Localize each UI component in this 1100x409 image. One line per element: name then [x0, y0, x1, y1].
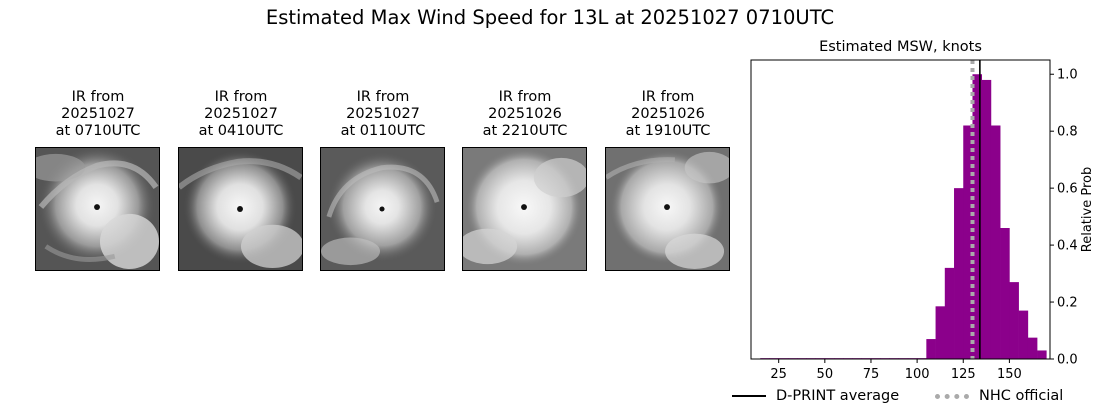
hurricane-ir-image-icon	[462, 147, 587, 271]
ir-satellite-graphic	[606, 148, 729, 270]
hurricane-ir-image-icon	[35, 147, 160, 271]
reference-lines	[970, 60, 981, 359]
ir-caption-line1: IR from	[498, 89, 552, 105]
ir-panel: IR from 20251026 at 2210UTC	[462, 89, 587, 271]
histogram-bar	[963, 125, 973, 359]
x-tick-label: 100	[905, 367, 930, 380]
ir-panel: IR from 20251027 at 0710UTC	[35, 89, 160, 271]
x-tick-label: 125	[951, 367, 976, 380]
legend-label: NHC official	[979, 388, 1064, 404]
legend-label: D-PRINT average	[776, 388, 900, 404]
ir-caption-time: at 0410UTC	[198, 123, 284, 139]
ir-caption-time: at 1910UTC	[625, 123, 711, 139]
ir-panel: IR from 20251026 at 1910UTC	[605, 89, 730, 271]
ir-caption: IR from 20251027 at 0710UTC	[13, 89, 183, 141]
histogram-bar	[981, 79, 992, 359]
ir-satellite-graphic	[463, 148, 586, 270]
ir-caption-time: at 2210UTC	[482, 123, 568, 139]
x-tick-label: 50	[817, 367, 834, 380]
y-axis-ticks: 0.0 0.2 0.4 0.6 0.8 1.0	[1050, 68, 1078, 368]
y-tick-label: 0.2	[1057, 296, 1078, 311]
x-tick-label: 150	[997, 367, 1022, 380]
ir-caption-line1: IR from	[71, 89, 125, 105]
x-axis-ticks: 25 50 75 100 125 150	[770, 359, 1022, 380]
ir-caption-time: at 0710UTC	[55, 123, 141, 139]
histogram-bar	[926, 339, 936, 359]
figure-title: Estimated Max Wind Speed for 13L at 2025…	[265, 6, 835, 29]
plot-frame	[750, 59, 1051, 360]
histogram-bar	[1018, 310, 1029, 359]
ir-caption-time: at 0110UTC	[340, 123, 426, 139]
x-tick-label: 25	[770, 367, 787, 380]
ir-caption-line1: IR from	[641, 89, 695, 105]
histogram-bars	[760, 74, 1047, 359]
y-tick-label: 0.0	[1057, 353, 1078, 368]
y-tick-label: 0.6	[1057, 182, 1078, 197]
chart-legend: D-PRINT average NHC official	[728, 386, 1088, 406]
ir-caption: IR from 20251026 at 1910UTC	[583, 89, 753, 141]
histogram-bar	[935, 306, 946, 359]
msw-histogram-chart: Estimated MSW, knots 25 50 75 100 125 150 0.0…	[750, 39, 1095, 380]
histogram-bar	[1009, 282, 1019, 359]
ir-caption-line1: IR from	[214, 89, 268, 105]
ir-caption-date: 20251027	[204, 106, 278, 122]
ir-satellite-graphic	[36, 148, 159, 270]
ir-caption: IR from 20251026 at 2210UTC	[440, 89, 610, 141]
ir-caption: IR from 20251027 at 0410UTC	[156, 89, 326, 141]
histogram-bar	[972, 74, 983, 359]
legend-item-nhc: NHC official	[935, 386, 1063, 406]
chart-title: Estimated MSW, knots	[819, 39, 982, 55]
ir-caption-date: 20251026	[631, 106, 705, 122]
dotted-line-icon	[935, 393, 969, 399]
ir-caption-date: 20251027	[346, 106, 420, 122]
y-tick-label: 1.0	[1057, 68, 1078, 83]
hurricane-ir-image-icon	[320, 147, 445, 271]
histogram-bar	[1037, 350, 1047, 359]
ir-caption-line1: IR from	[356, 89, 410, 105]
histogram-bar	[954, 188, 964, 359]
ir-caption-date: 20251027	[61, 106, 135, 122]
hurricane-ir-image-icon	[605, 147, 730, 271]
hurricane-ir-image-icon	[178, 147, 303, 271]
y-axis-label: Relative Prob	[1080, 167, 1095, 252]
ir-panel: IR from 20251027 at 0110UTC	[320, 89, 445, 271]
ir-panel: IR from 20251027 at 0410UTC	[178, 89, 303, 271]
ir-caption: IR from 20251027 at 0110UTC	[298, 89, 468, 141]
legend-item-dprint: D-PRINT average	[732, 386, 899, 406]
histogram-bar	[990, 125, 1001, 359]
histogram-bar	[944, 267, 955, 359]
ir-caption-date: 20251026	[488, 106, 562, 122]
y-tick-label: 0.4	[1057, 239, 1078, 254]
solid-line-icon	[732, 395, 766, 397]
histogram-bar	[1000, 228, 1010, 359]
x-tick-label: 75	[863, 367, 880, 380]
histogram-bar	[1027, 337, 1038, 359]
ir-satellite-graphic	[321, 148, 444, 270]
y-tick-label: 0.8	[1057, 125, 1078, 140]
ir-satellite-graphic	[179, 148, 302, 270]
